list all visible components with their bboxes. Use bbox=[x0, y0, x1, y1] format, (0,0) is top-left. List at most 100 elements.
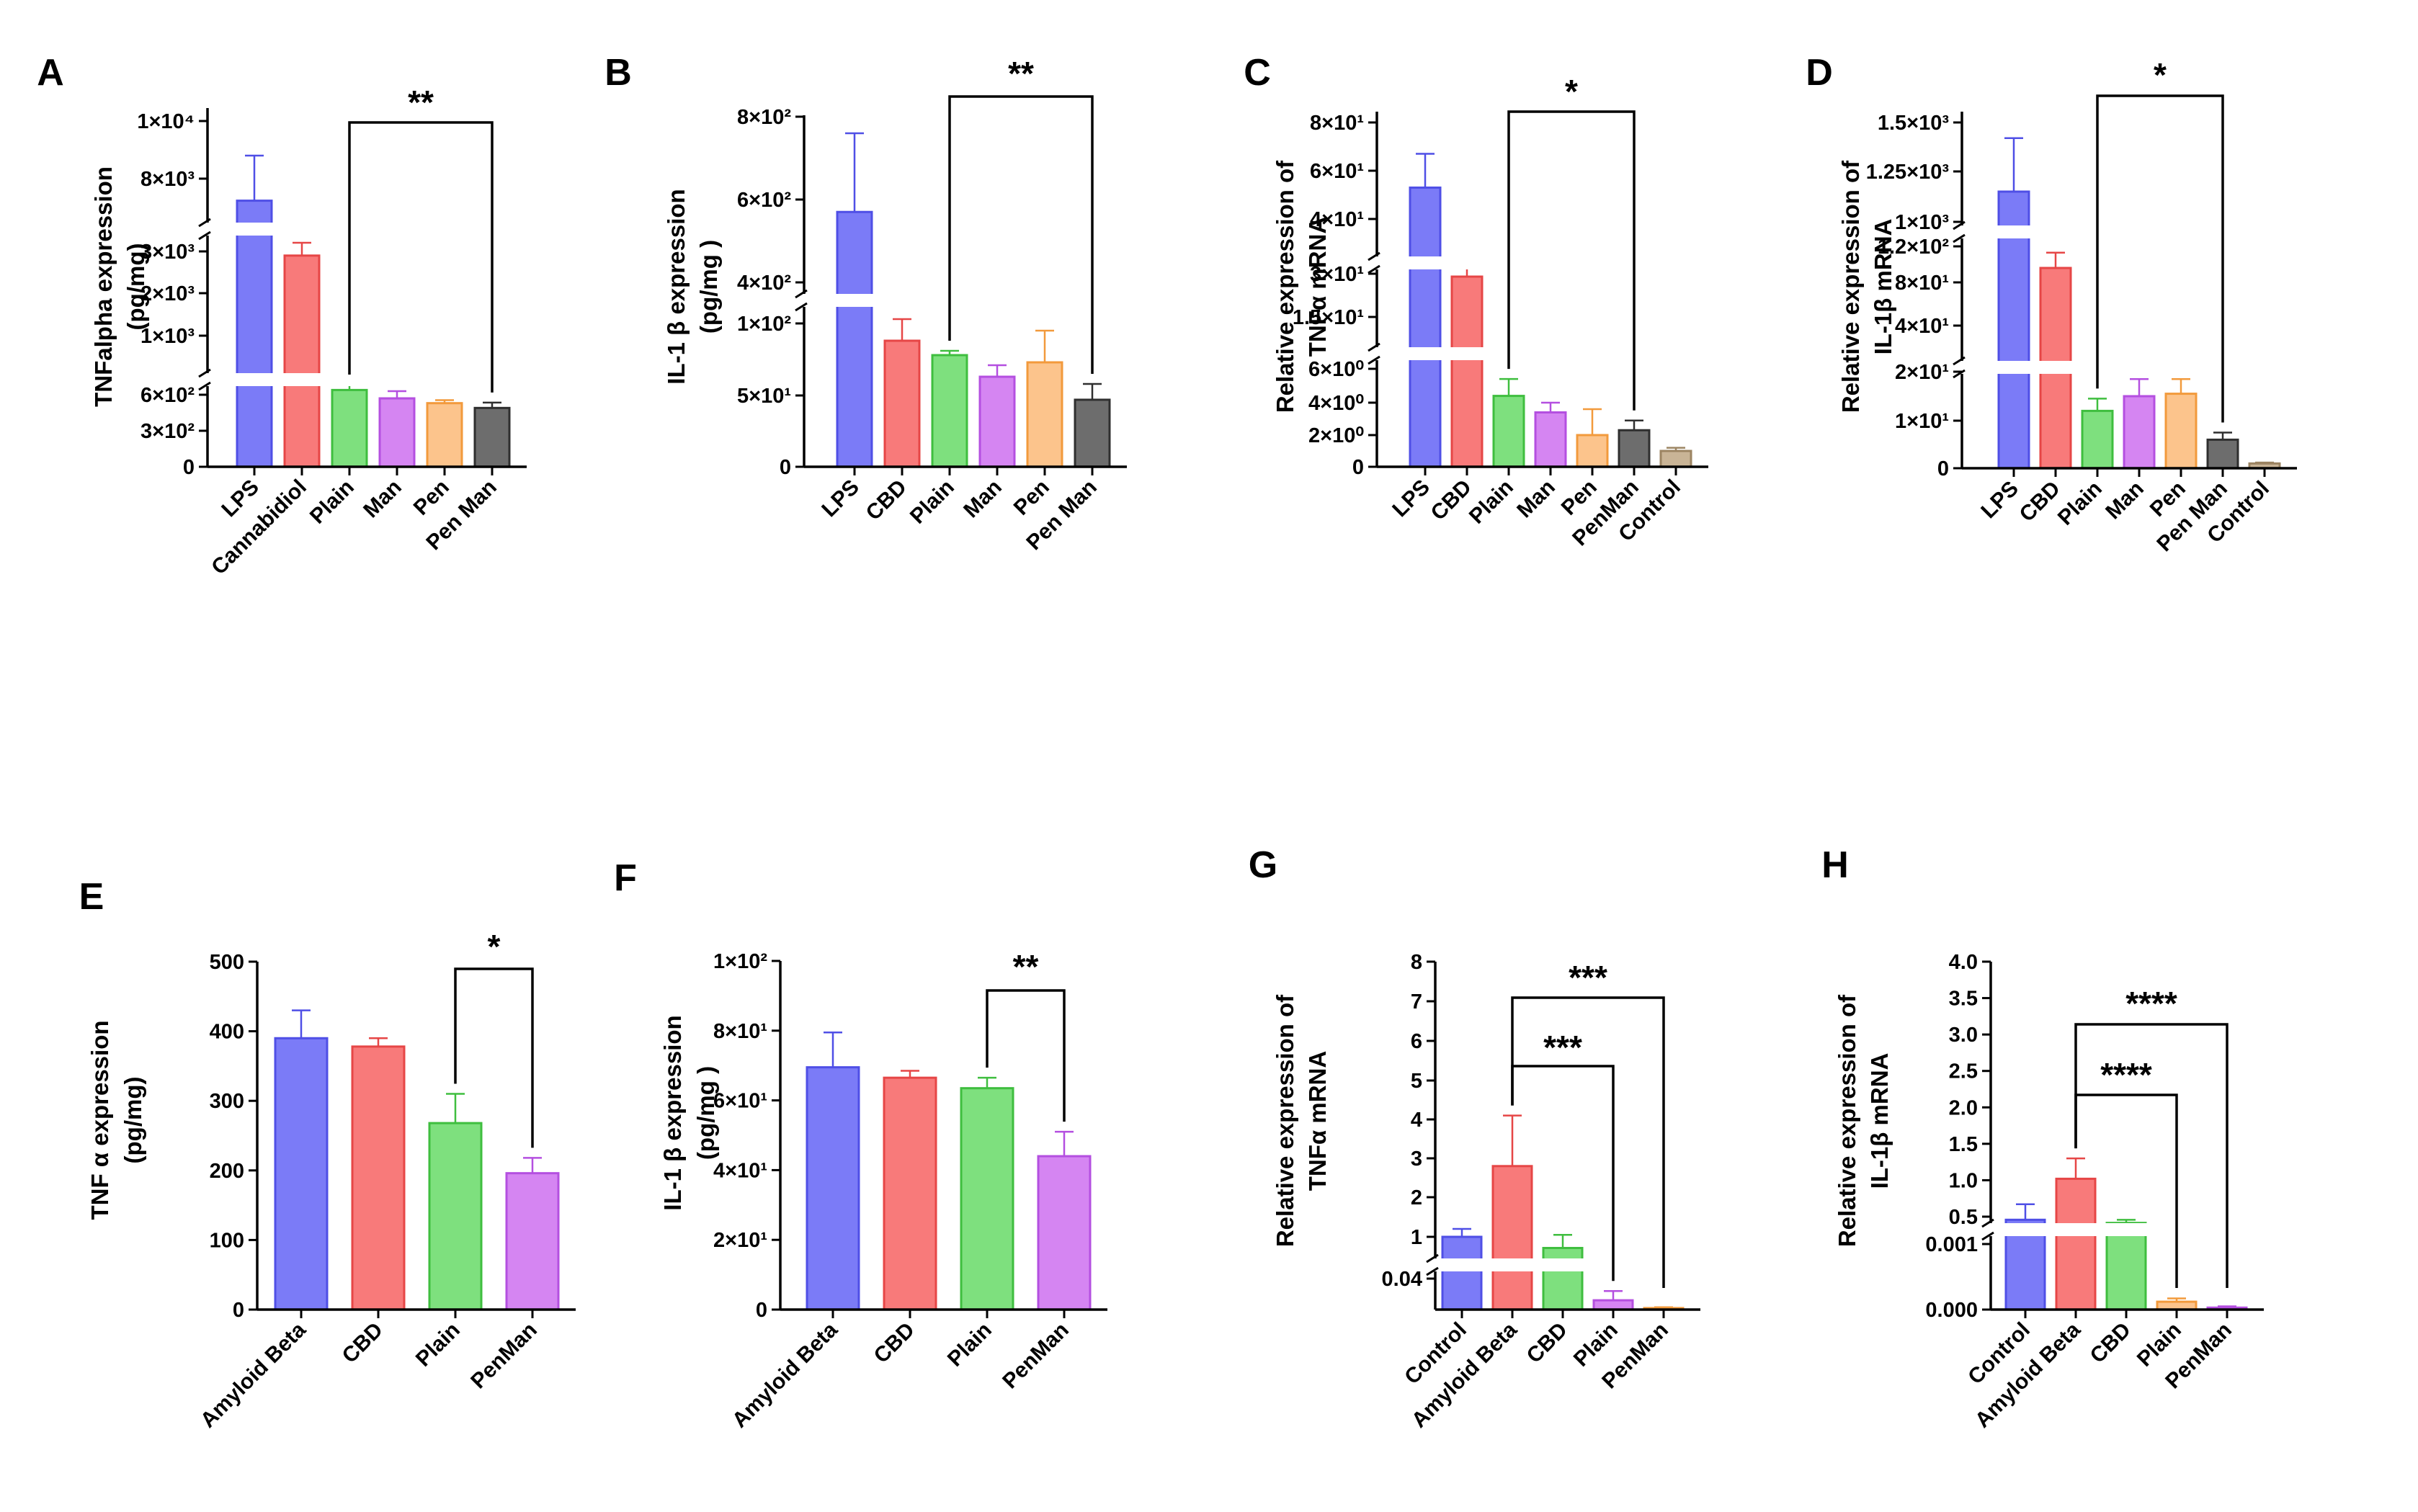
bar-pen-man bbox=[2206, 438, 2239, 470]
bar-cbd bbox=[351, 1045, 406, 1311]
y-tick-label: 2×10³ bbox=[140, 282, 195, 305]
significance-label: **** bbox=[2125, 985, 2177, 1022]
x-tick-label: Plain bbox=[906, 475, 959, 529]
bar-pen bbox=[1576, 434, 1609, 468]
y-tick-label: 3.5 bbox=[1949, 988, 1978, 1011]
y-axis-title: (pg/mg ) bbox=[695, 240, 722, 334]
y-tick-label: 0.5 bbox=[1949, 1206, 1978, 1229]
panel-label: B bbox=[604, 52, 632, 94]
y-tick-label: 6×10¹ bbox=[713, 1090, 767, 1113]
bar-penman bbox=[1037, 1155, 1092, 1311]
x-tick-label: Man bbox=[959, 475, 1007, 523]
axis-break-mark bbox=[1368, 251, 1380, 261]
x-tick-label: LPS bbox=[1976, 477, 2023, 524]
axis-break-mark bbox=[198, 231, 211, 241]
bar-control bbox=[1659, 449, 1692, 468]
y-tick-label: 100 bbox=[210, 1229, 244, 1252]
bar-amyloid-beta bbox=[1491, 1165, 1533, 1311]
significance-label: *** bbox=[1569, 959, 1607, 996]
x-tick-label: Man bbox=[359, 475, 406, 523]
panel-C: C Relative expression of TNFα mRNA 8×10¹ 6×1… bbox=[1244, 52, 1711, 550]
bar-amyloid-beta bbox=[806, 1066, 860, 1311]
x-tick-label: CBD bbox=[862, 475, 911, 525]
y-tick-label: 2.0 bbox=[1949, 1096, 1978, 1119]
bar-cbd bbox=[2105, 1222, 2147, 1311]
bar-lps bbox=[836, 210, 873, 468]
y-axis-title: IL-1 β expression bbox=[663, 189, 690, 384]
y-tick-label: 8 bbox=[1411, 951, 1422, 974]
y-axis-title: IL-1β mRNA bbox=[1866, 1053, 1893, 1189]
axis-break-mark bbox=[1953, 356, 1966, 366]
y-tick-label: 4×10² bbox=[737, 272, 791, 295]
x-tick-label: PenMan bbox=[998, 1318, 1074, 1394]
bar-lps bbox=[1409, 186, 1442, 468]
axis-break-mark bbox=[198, 381, 211, 391]
y-tick-label: 1×10³ bbox=[1895, 211, 1949, 234]
panel-label: D bbox=[1806, 52, 1833, 94]
x-tick-label: Amyloid Beta bbox=[196, 1318, 311, 1432]
panel-F: F IL-1 β expression (pg/mg ) 1×10² 8×10¹ 6×10… bbox=[614, 857, 1107, 1433]
y-tick-label: 1 bbox=[1411, 1226, 1422, 1249]
bar-cannabidiol bbox=[283, 254, 321, 468]
y-axis-title: IL-1 β expression bbox=[659, 1015, 686, 1210]
y-tick-label: 3×10³ bbox=[140, 241, 195, 264]
axis-break-mark bbox=[1426, 1253, 1439, 1263]
bar-amyloid-beta bbox=[274, 1037, 329, 1311]
x-tick-label: Man bbox=[1512, 475, 1560, 523]
axis-break-mark bbox=[1426, 1266, 1439, 1276]
y-tick-label: 3.0 bbox=[1949, 1024, 1978, 1047]
bar-plain bbox=[960, 1087, 1014, 1311]
axis-break-mark bbox=[1981, 1231, 1994, 1241]
x-tick-label: CBD bbox=[338, 1318, 388, 1368]
y-tick-label: 0 bbox=[1937, 457, 1949, 480]
axis-break-mark bbox=[198, 368, 211, 378]
significance-bracket bbox=[1507, 110, 1636, 411]
y-tick-label: 1.5×10¹ bbox=[1293, 306, 1364, 329]
axis-break-gap bbox=[210, 373, 530, 386]
y-tick-label: 1.5×10³ bbox=[1878, 112, 1950, 135]
bar-plain bbox=[1592, 1299, 1634, 1311]
panel-H: H Relative expression of IL-1β mRNA 4.0 3.5 3… bbox=[1821, 844, 2267, 1433]
y-tick-label: 0 bbox=[233, 1299, 244, 1322]
x-tick-label: CBD bbox=[870, 1318, 919, 1368]
significance-label: * bbox=[2154, 56, 2167, 94]
x-tick-label: PenMan bbox=[466, 1318, 542, 1394]
panel-label: G bbox=[1249, 844, 1277, 886]
bar-plain bbox=[428, 1122, 483, 1311]
x-tick-label: Man bbox=[2101, 477, 2149, 524]
x-tick-label: CBD bbox=[2015, 477, 2065, 527]
panel-D: D Relative expression of IL-1β mRNA 1.5×10³… bbox=[1806, 52, 2300, 556]
axis-break-mark bbox=[1953, 369, 1966, 379]
y-tick-label: 400 bbox=[210, 1021, 244, 1044]
bar-man bbox=[378, 397, 416, 468]
x-tick-label: Plain bbox=[943, 1318, 996, 1372]
bar-cbd bbox=[1450, 275, 1484, 468]
axis-break-gap bbox=[807, 294, 1130, 307]
significance-label: * bbox=[1565, 73, 1578, 110]
y-tick-label: 3×10¹ bbox=[1310, 263, 1364, 286]
axis-break-mark bbox=[795, 289, 808, 299]
significance-label: ** bbox=[1013, 948, 1039, 985]
significance-label: ** bbox=[408, 84, 434, 121]
x-tick-label: CBD bbox=[1522, 1318, 1572, 1368]
panel-label: F bbox=[614, 857, 637, 899]
bar-pen bbox=[1026, 361, 1063, 468]
x-tick-label: Plain bbox=[411, 1318, 465, 1372]
x-tick-label: CBD bbox=[2086, 1318, 2136, 1368]
y-tick-label: 1×10² bbox=[737, 313, 791, 336]
axis-break-gap bbox=[210, 223, 530, 236]
bar-control bbox=[1441, 1235, 1483, 1311]
y-tick-label: 8×10¹ bbox=[1895, 272, 1949, 295]
y-axis-title: Relative expression of bbox=[1272, 994, 1298, 1247]
axis-break-gap bbox=[1965, 225, 2300, 238]
y-tick-label: 4×10⁰ bbox=[1308, 392, 1364, 415]
significance-bracket bbox=[2096, 94, 2224, 423]
significance-label: *** bbox=[1543, 1029, 1582, 1066]
y-tick-label: 8×10³ bbox=[140, 168, 195, 191]
significance-bracket bbox=[348, 121, 494, 393]
axis-break-gap bbox=[1994, 1223, 2267, 1236]
bar-cbd bbox=[883, 339, 921, 468]
y-tick-label: 4.0 bbox=[1949, 951, 1978, 974]
y-axis-title: TNFalpha expression bbox=[90, 166, 117, 407]
